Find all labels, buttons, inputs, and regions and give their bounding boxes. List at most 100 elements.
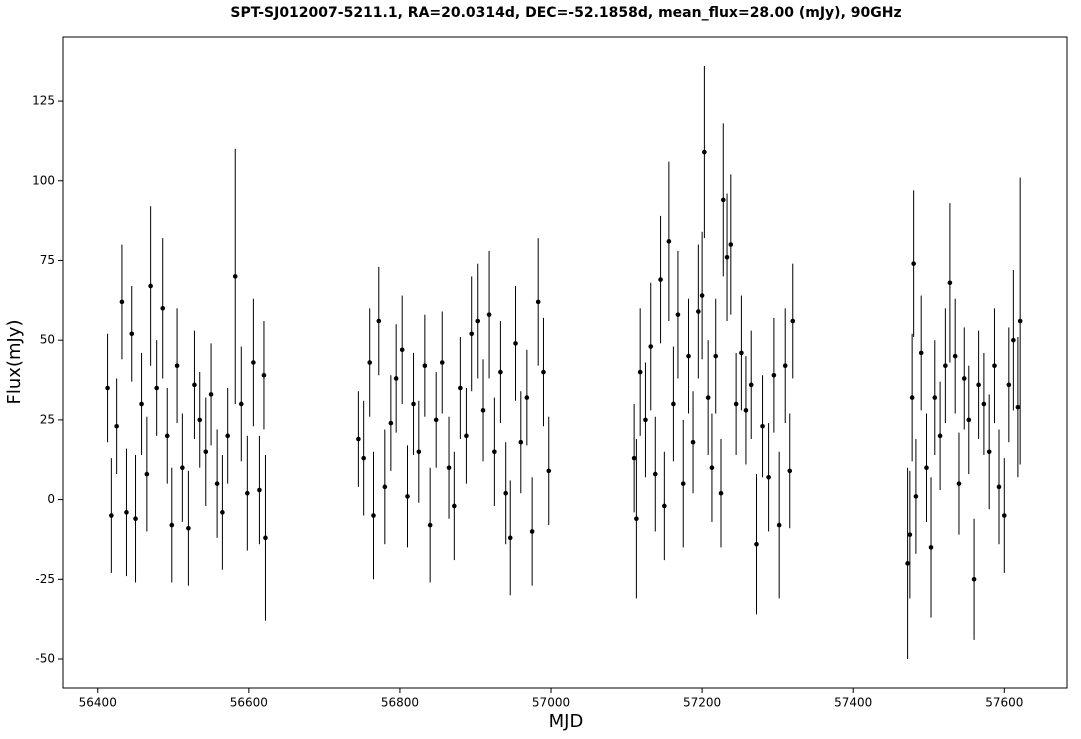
data-point: [918, 350, 924, 356]
data-point: [976, 382, 981, 388]
chart-title: SPT-SJ012007-5211.1, RA=20.0314d, DEC=-5…: [230, 5, 901, 21]
data-point: [367, 360, 373, 365]
data-point: [928, 545, 934, 550]
data-point: [261, 372, 267, 378]
data-point: [439, 360, 445, 365]
data-point: [643, 417, 648, 423]
data-point: [776, 522, 782, 528]
y-tick-label: -25: [35, 572, 55, 586]
data-point: [981, 401, 987, 407]
data-point: [486, 312, 492, 317]
data-point: [263, 535, 268, 541]
data-point: [129, 331, 135, 337]
data-point: [498, 369, 503, 375]
data-point: [743, 408, 749, 413]
data-point: [399, 347, 405, 353]
data-point: [208, 392, 214, 397]
data-point: [388, 420, 394, 426]
data-point: [180, 465, 185, 471]
data-point: [416, 449, 422, 455]
data-point: [720, 197, 726, 203]
data-point: [232, 274, 238, 279]
data-point: [961, 376, 967, 381]
data-point: [905, 561, 910, 566]
data-point: [652, 471, 658, 477]
data-point: [186, 525, 191, 531]
data-point: [475, 318, 481, 324]
data-point: [238, 401, 244, 407]
data-point: [214, 481, 220, 486]
data-point: [760, 423, 765, 429]
data-point: [705, 395, 711, 400]
x-tick-label: 57000: [532, 696, 570, 710]
data-point: [164, 433, 170, 439]
data-point: [546, 468, 552, 474]
y-tick-label: 75: [40, 253, 55, 267]
data-point: [787, 468, 793, 474]
data-point: [139, 401, 144, 407]
data-point: [452, 503, 457, 509]
data-point: [696, 309, 701, 314]
data-point: [909, 395, 915, 400]
data-point: [361, 455, 366, 461]
data-point: [245, 490, 250, 496]
data-point: [634, 516, 639, 522]
data-point: [492, 449, 497, 455]
data-point: [174, 363, 180, 368]
data-point: [771, 372, 777, 378]
data-point: [966, 417, 972, 423]
data-point: [203, 449, 209, 455]
x-tick-label: 57200: [683, 696, 721, 710]
data-point: [371, 513, 376, 518]
data-point: [943, 363, 948, 368]
data-point: [376, 318, 382, 324]
data-point: [728, 242, 734, 247]
data-point: [1011, 337, 1016, 343]
data-point: [114, 423, 119, 429]
data-point: [671, 401, 676, 407]
data-point: [1015, 404, 1021, 410]
data-point: [907, 532, 913, 537]
data-point: [144, 471, 150, 477]
data-point: [411, 401, 416, 407]
data-point: [524, 395, 530, 400]
data-point: [464, 433, 469, 439]
data-point: [709, 465, 715, 471]
data-point: [192, 382, 197, 388]
data-point: [480, 408, 486, 413]
data-point: [124, 510, 129, 515]
data-point: [937, 433, 943, 439]
data-point: [662, 503, 667, 509]
data-point: [160, 306, 166, 311]
data-point: [427, 522, 433, 528]
data-point: [718, 490, 724, 496]
x-tick-label: 57400: [834, 696, 872, 710]
data-point: [513, 341, 518, 346]
x-tick-label: 56800: [381, 696, 419, 710]
data-point: [220, 510, 225, 515]
x-tick-label: 56400: [79, 696, 117, 710]
data-point: [666, 239, 672, 244]
data-point: [458, 385, 463, 391]
data-point: [686, 353, 691, 359]
data-point: [648, 344, 654, 349]
y-tick-label: 100: [32, 173, 55, 187]
data-point: [924, 465, 929, 471]
data-point: [433, 417, 439, 423]
data-point: [469, 331, 475, 337]
data-point: [631, 455, 637, 461]
data-point: [675, 312, 681, 317]
x-axis-label: MJD: [549, 711, 584, 732]
data-point: [257, 487, 262, 493]
data-point: [699, 293, 705, 298]
data-point: [382, 484, 388, 490]
data-point: [518, 439, 524, 445]
data-point: [702, 149, 707, 155]
data-point: [356, 436, 361, 442]
data-point: [733, 401, 739, 407]
data-point: [690, 439, 696, 445]
data-point: [748, 382, 754, 388]
data-point: [197, 417, 203, 423]
data-point: [225, 433, 230, 439]
